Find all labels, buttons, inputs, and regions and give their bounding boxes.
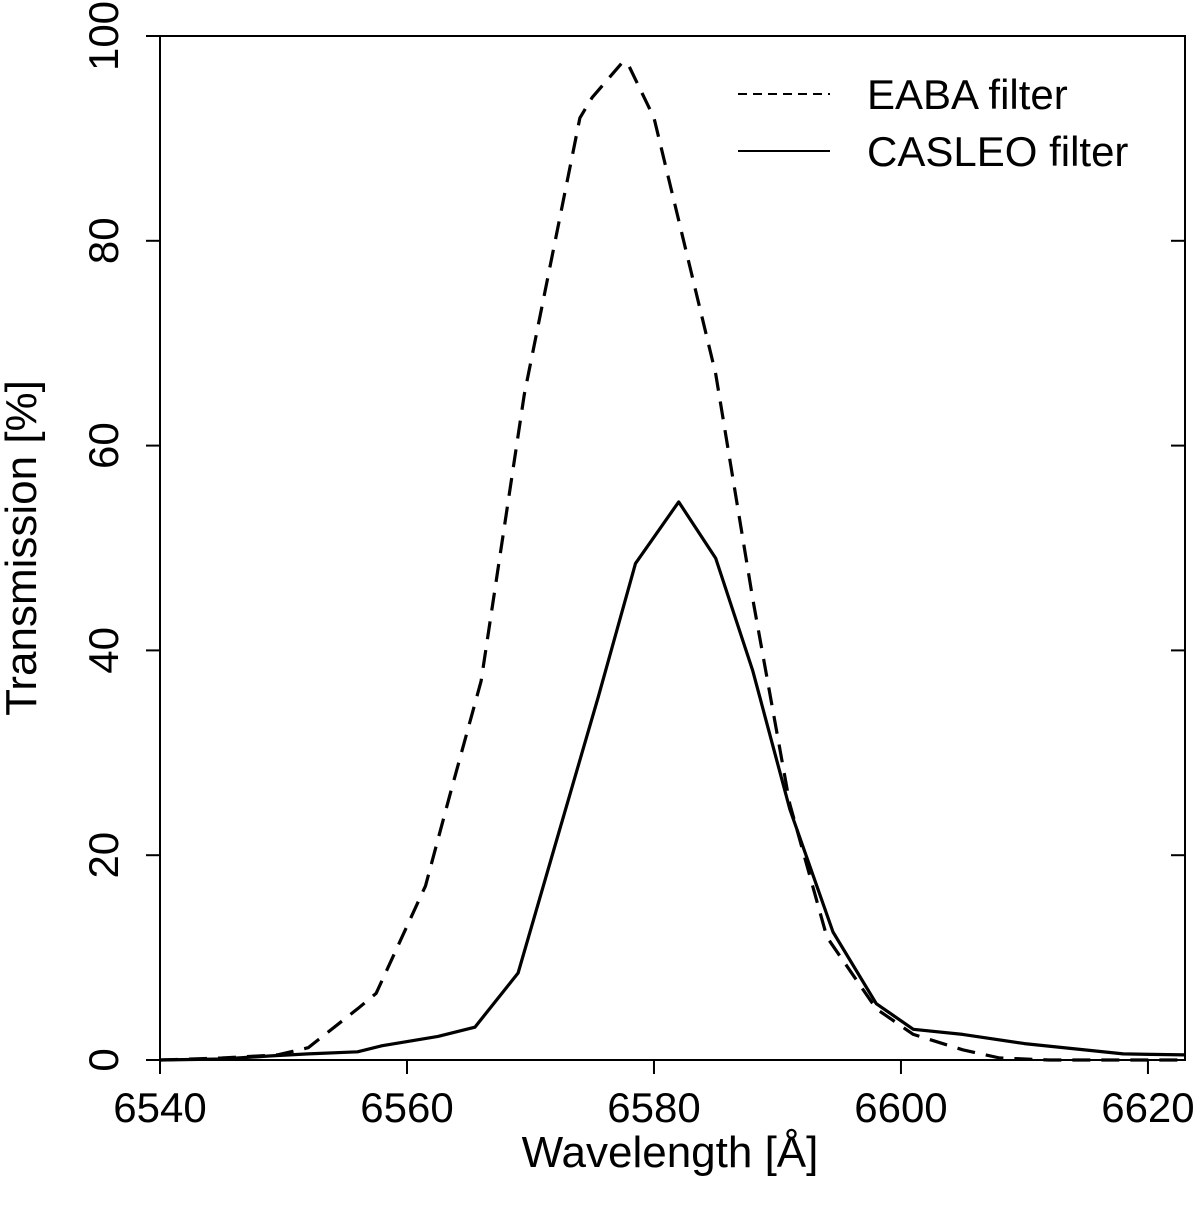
y-axis-ticks: 0 20 40 60 80 100 [80, 1, 1185, 1072]
y-tick-label: 80 [80, 217, 127, 264]
series-line-eaba [159, 59, 1185, 1062]
x-tick-label: 6580 [607, 1084, 700, 1131]
y-tick-label: 0 [80, 1048, 127, 1071]
y-tick-label: 60 [80, 422, 127, 469]
y-tick-label: 100 [80, 1, 127, 71]
x-axis-ticks: 6540 6560 6580 6600 6620 [113, 1060, 1195, 1131]
x-axis-title: Wavelength [Å] [522, 1128, 819, 1177]
legend-label-casleo: CASLEO filter [867, 128, 1128, 175]
x-tick-label: 6560 [360, 1084, 453, 1131]
series-line-casleo [159, 500, 1186, 1062]
plot-series [159, 59, 1186, 1062]
plot-frame [159, 35, 1186, 1061]
legend-label-eaba: EABA filter [867, 71, 1068, 118]
x-tick-label: 6600 [854, 1084, 947, 1131]
y-axis-title: Transmission [%] [0, 380, 46, 716]
y-tick-label: 40 [80, 627, 127, 674]
legend: EABA filter CASLEO filter [738, 71, 1128, 175]
x-tick-label: 6620 [1101, 1084, 1194, 1131]
y-tick-label: 20 [80, 832, 127, 879]
axes [159, 35, 1186, 1061]
x-tick-label: 6540 [113, 1084, 206, 1131]
